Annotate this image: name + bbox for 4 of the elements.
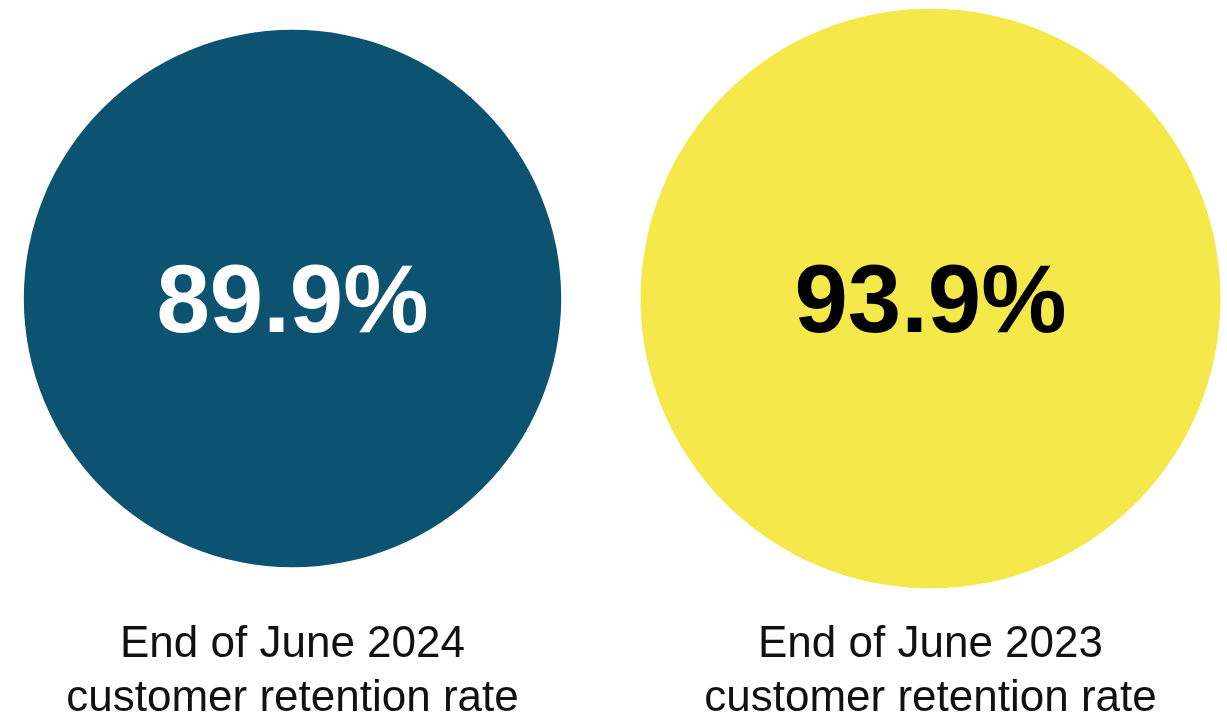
category-label: End of June 2023 customer retention rate	[704, 617, 1157, 720]
data-label: 89.9%	[156, 245, 429, 352]
category-label: End of June 2024 customer retention rate	[66, 617, 519, 720]
data-label: 93.9%	[794, 245, 1067, 352]
